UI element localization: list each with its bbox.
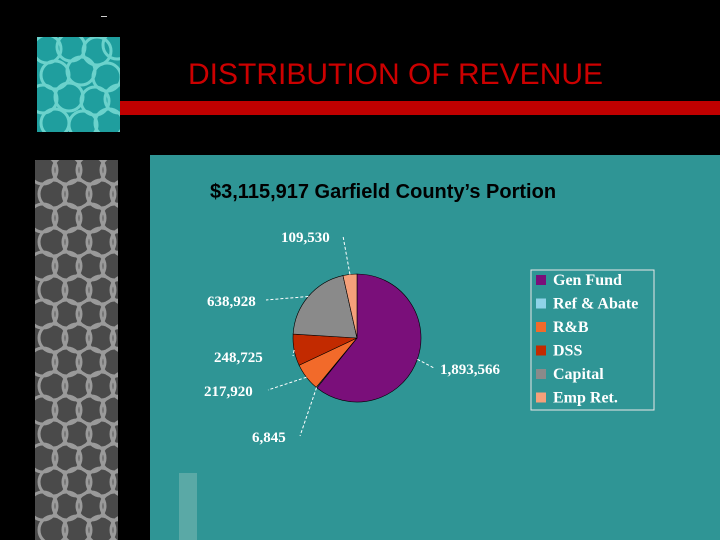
data-label: 6,845 <box>252 430 286 446</box>
legend-box <box>530 269 655 411</box>
leader-line <box>299 387 318 437</box>
legend-label: Gen Fund <box>553 272 622 289</box>
decorative-bar <box>179 473 197 540</box>
leader-line <box>417 358 435 369</box>
leader-line <box>292 349 295 357</box>
legend-swatch <box>536 322 546 332</box>
circles-pattern-top <box>37 37 120 132</box>
leader-line <box>265 295 309 301</box>
corner-tick <box>101 16 107 17</box>
legend-label: Capital <box>553 366 604 383</box>
legend-label: DSS <box>553 343 582 360</box>
circles-pattern-side <box>35 160 118 540</box>
pie-slice-capital <box>292 275 358 339</box>
data-label: 1,893,566 <box>440 362 501 378</box>
leader-line <box>342 235 351 275</box>
leader-line <box>267 376 307 391</box>
data-label: 217,920 <box>204 384 253 400</box>
legend-swatch <box>536 392 546 403</box>
legend-swatch <box>536 275 546 285</box>
pie-slice-emp-ret- <box>342 273 358 339</box>
pie-slice-gen-fund <box>316 273 422 403</box>
legend-label: Emp Ret. <box>553 390 618 407</box>
data-label: 638,928 <box>207 294 256 310</box>
decorative-circles-square <box>37 37 120 132</box>
legend-swatch <box>536 298 546 309</box>
decorative-circles-strip <box>35 160 118 540</box>
data-label: 248,725 <box>214 350 263 366</box>
chart-title: $3,115,917 Garfield County’s Portion <box>210 181 557 203</box>
page-title: DISTRIBUTION OF REVENUE <box>188 58 604 91</box>
legend-swatch <box>536 345 546 356</box>
title-underline <box>120 101 720 115</box>
legend-label: Ref & Abate <box>553 296 638 313</box>
legend-label: R&B <box>553 319 589 336</box>
chart-panel <box>150 155 720 540</box>
legend-swatch <box>536 369 546 379</box>
data-label: 109,530 <box>281 230 330 246</box>
